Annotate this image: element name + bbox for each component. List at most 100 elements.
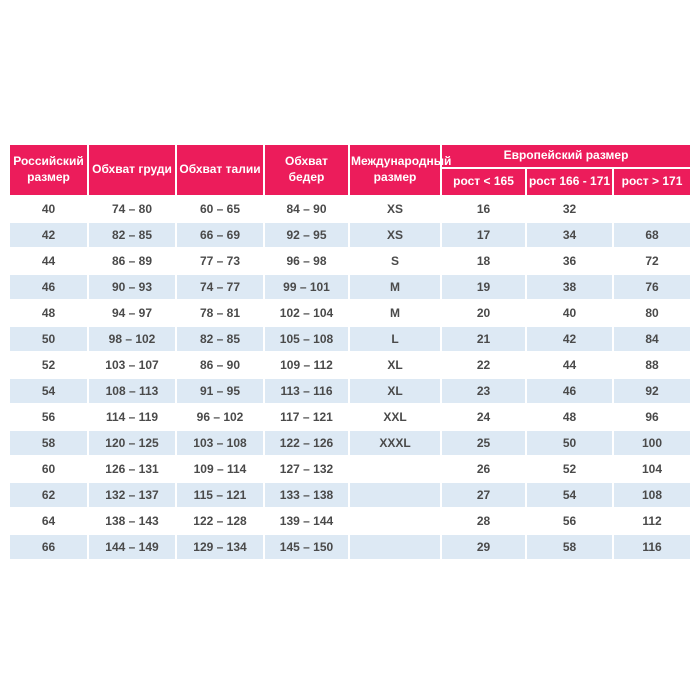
table-cell: 112 [614,509,690,533]
header-european-group: Европейский размер [442,145,690,167]
table-cell: 138 – 143 [89,509,175,533]
table-cell: 58 [527,535,612,559]
table-cell: 84 [614,327,690,351]
table-cell: 66 [10,535,87,559]
table-row: 62 132 – 137 115 – 121 133 – 138 27 54 108 [10,483,690,507]
table-row: 60 126 – 131 109 – 114 127 – 132 26 52 104 [10,457,690,481]
header-row-1: Российский размер Обхват груди Обхват та… [10,145,690,195]
table-cell: 24 [442,405,525,429]
table-cell [350,535,440,559]
header-height-gt-171: рост > 171 [614,169,690,195]
table-cell: 60 – 65 [177,197,263,221]
table-cell: 44 [10,249,87,273]
table-cell: 32 [527,197,612,221]
table-cell [614,197,690,221]
table-cell: 26 [442,457,525,481]
table-cell: 122 – 126 [265,431,348,455]
table-row: 40 74 – 80 60 – 65 84 – 90 XS 16 32 [10,197,690,221]
table-cell: 120 – 125 [89,431,175,455]
table-cell: 56 [10,405,87,429]
table-cell: 29 [442,535,525,559]
table-cell: 52 [527,457,612,481]
table-cell: 54 [10,379,87,403]
table-cell: 116 [614,535,690,559]
table-cell: S [350,249,440,273]
table-cell: 28 [442,509,525,533]
table-cell: 60 [10,457,87,481]
table-cell: 74 – 80 [89,197,175,221]
table-row: 42 82 – 85 66 – 69 92 – 95 XS 17 34 68 [10,223,690,247]
table-cell: 82 – 85 [89,223,175,247]
table-cell: 68 [614,223,690,247]
table-cell: 56 [527,509,612,533]
table-cell: 104 [614,457,690,481]
table-cell: 105 – 108 [265,327,348,351]
table-cell: 40 [527,301,612,325]
table-row: 56 114 – 119 96 – 102 117 – 121 XXL 24 48 96 [10,405,690,429]
table-cell: 40 [10,197,87,221]
table-cell: 17 [442,223,525,247]
table-cell: 38 [527,275,612,299]
table-cell: 48 [10,301,87,325]
table-cell: 66 – 69 [177,223,263,247]
table-cell: 18 [442,249,525,273]
table-cell: 36 [527,249,612,273]
table-cell: 21 [442,327,525,351]
table-cell: 96 – 98 [265,249,348,273]
table-cell: 108 – 113 [89,379,175,403]
table-cell: M [350,301,440,325]
table-cell: 99 – 101 [265,275,348,299]
table-cell: 50 [10,327,87,351]
table-cell: 132 – 137 [89,483,175,507]
table-row: 58 120 – 125 103 – 108 122 – 126 XXXL 25 50 100 [10,431,690,455]
table-cell: L [350,327,440,351]
table-cell: 19 [442,275,525,299]
table-cell: XL [350,353,440,377]
header-height-lt-165: рост < 165 [442,169,525,195]
table-row: 48 94 – 97 78 – 81 102 – 104 M 20 40 80 [10,301,690,325]
table-cell: 77 – 73 [177,249,263,273]
header-waist: Обхват талии [177,145,263,195]
table-cell: 22 [442,353,525,377]
header-chest: Обхват груди [89,145,175,195]
table-cell: 94 – 97 [89,301,175,325]
table-cell: 127 – 132 [265,457,348,481]
table-cell: 58 [10,431,87,455]
table-cell [350,509,440,533]
table-cell: 80 [614,301,690,325]
header-russian-size: Российский размер [10,145,87,195]
table-cell: 109 – 114 [177,457,263,481]
table-cell: 20 [442,301,525,325]
table-cell: 117 – 121 [265,405,348,429]
table-cell [350,483,440,507]
table-cell: 46 [10,275,87,299]
table-cell: 82 – 85 [177,327,263,351]
table-cell: 27 [442,483,525,507]
header-row-2: рост < 165 рост 166 - 171 рост > 171 [10,169,690,195]
table-cell: 44 [527,353,612,377]
table-cell: 96 – 102 [177,405,263,429]
table-cell: 103 – 107 [89,353,175,377]
table-cell: XS [350,197,440,221]
table-cell: 64 [10,509,87,533]
table-cell: 50 [527,431,612,455]
table-row: 64 138 – 143 122 – 128 139 – 144 28 56 112 [10,509,690,533]
table-cell: 76 [614,275,690,299]
table-cell: 108 [614,483,690,507]
header-height-166-171: рост 166 - 171 [527,169,612,195]
table-cell: 113 – 116 [265,379,348,403]
table-row: 50 98 – 102 82 – 85 105 – 108 L 21 42 84 [10,327,690,351]
table-cell: 92 [614,379,690,403]
table-cell: M [350,275,440,299]
table-row: 44 86 – 89 77 – 73 96 – 98 S 18 36 72 [10,249,690,273]
table-cell: 42 [10,223,87,247]
table-body: 40 74 – 80 60 – 65 84 – 90 XS 16 32 42 82 – 85 6… [10,197,690,559]
table-row: 66 144 – 149 129 – 134 145 – 150 29 58 116 [10,535,690,559]
table-cell: 74 – 77 [177,275,263,299]
table-cell: 109 – 112 [265,353,348,377]
table-cell: 100 [614,431,690,455]
table-cell: 115 – 121 [177,483,263,507]
table-cell: XXXL [350,431,440,455]
header-hips: Обхват бедер [265,145,348,195]
table-cell: 86 – 89 [89,249,175,273]
